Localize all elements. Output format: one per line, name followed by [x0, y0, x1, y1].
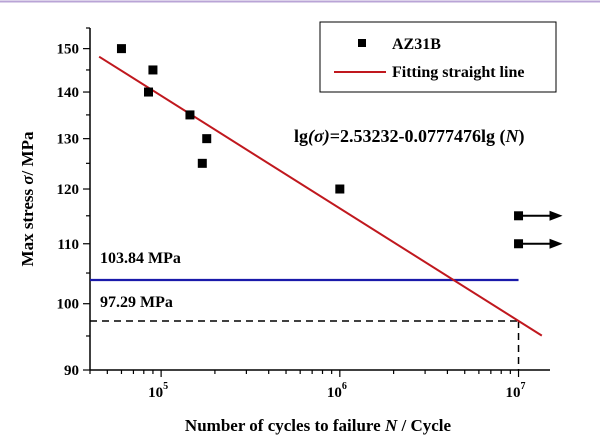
y-tick-label: 130: [57, 132, 80, 148]
x-tick-base: 10: [506, 385, 521, 401]
data-point: [202, 134, 212, 144]
eq-sigma: (σ): [308, 126, 330, 147]
eq-open: (: [495, 126, 506, 147]
legend-box: [319, 21, 557, 93]
runout-markers: [514, 210, 563, 249]
y-title-part-3: / MPa: [18, 131, 37, 176]
legend-label-az31b: AZ31B: [392, 36, 441, 53]
y-tick-label: 110: [57, 237, 79, 253]
runout-point: [514, 211, 524, 221]
eq-close: ): [518, 126, 524, 147]
y-axis-title: Max stress σ/ MPa: [18, 131, 37, 266]
x-tick-label: 105: [148, 381, 168, 401]
x-ticks: 105 106 107: [89, 370, 526, 401]
y-tick-label: 90: [64, 363, 79, 379]
x-tick-exponent: 7: [521, 381, 526, 392]
x-axis-title: Number of cycles to failure N / Cycle: [185, 416, 452, 435]
x-tick-base: 10: [327, 385, 342, 401]
fit-equation: lg(σ)=2.53232-0.0777476lg (N): [294, 126, 524, 147]
y-tick-label: 150: [57, 42, 80, 58]
x-title-part-2: N: [384, 416, 398, 435]
reference-label-103-84: 103.84 MPa: [100, 250, 181, 267]
data-point: [116, 44, 126, 54]
y-tick-label: 140: [57, 85, 80, 101]
eq-body: =2.53232-0.0777476lg: [330, 126, 495, 146]
x-tick-label: 106: [327, 381, 347, 401]
runout-arrow-head: [549, 238, 563, 249]
y-tick-label: 100: [57, 297, 80, 313]
y-ticks: 90 100 110 120 130 140 150: [57, 27, 90, 379]
fit-line: [98, 55, 543, 337]
y-title-part-1: Max stress: [18, 185, 37, 267]
x-tick-exponent: 5: [163, 381, 168, 392]
reference-lines: 103.84 MPa 97.29 MPa: [90, 250, 520, 370]
data-point: [144, 87, 154, 97]
eq-lg: lg: [294, 126, 308, 146]
data-point: [185, 110, 195, 120]
x-tick-exponent: 6: [342, 381, 347, 392]
legend-label-fit: Fitting straight line: [392, 64, 524, 81]
data-point: [197, 158, 207, 168]
legend: AZ31B Fitting straight line: [319, 21, 557, 93]
x-tick-base: 10: [148, 385, 163, 401]
reference-label-97-29: 97.29 MPa: [100, 294, 173, 311]
y-title-part-2: σ: [18, 175, 37, 185]
runout-arrow-head: [549, 210, 563, 221]
fit-line-group: [98, 55, 543, 337]
data-point: [335, 184, 345, 194]
x-tick-label: 107: [506, 381, 526, 401]
legend-marker-az31b: [358, 39, 366, 47]
x-title-part-1: Number of cycles to failure: [185, 416, 385, 435]
data-point: [148, 65, 158, 75]
x-title-part-3: / Cycle: [397, 416, 451, 435]
y-tick-label: 120: [57, 182, 80, 198]
data-points: [116, 44, 345, 194]
runout-point: [514, 239, 524, 249]
eq-n: N: [504, 126, 519, 146]
